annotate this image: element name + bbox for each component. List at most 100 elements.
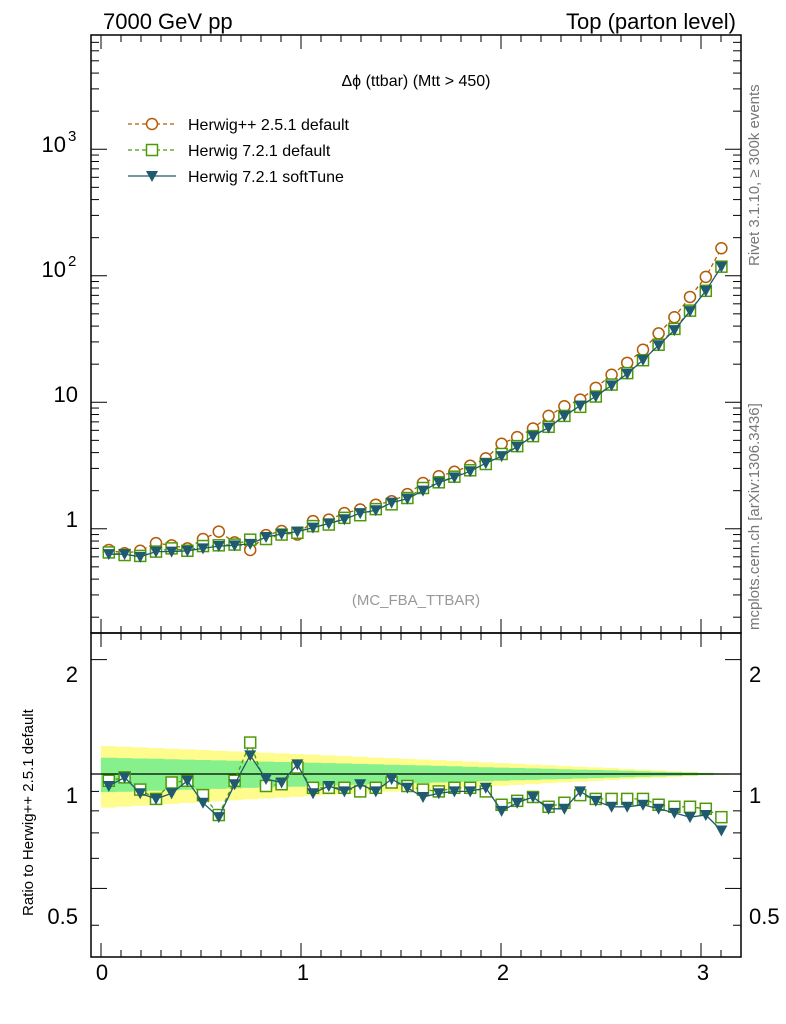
ratio-point-herwig7-softtune-30	[574, 786, 587, 798]
point-herwig7-softtune-33	[621, 368, 634, 380]
ratio-point-herwig7-softtune-17	[369, 786, 382, 798]
legend-entry-herwig7-default: Herwig 7.2.1 default	[128, 143, 331, 160]
point-herwig7-softtune-32	[605, 380, 618, 392]
series-line-herwigpp	[108, 247, 722, 554]
ratio-tick-label-right-0.5: 0.5	[749, 904, 780, 929]
ratio-point-herwig7-softtune-38	[699, 810, 712, 822]
legend-marker-herwig7-softtune	[146, 171, 158, 182]
ratio-point-herwig7-softtune-27	[527, 792, 539, 804]
ratio-point-herwig7-softtune-24	[479, 782, 492, 794]
point-herwig7-softtune-6	[197, 543, 209, 555]
ratio-point-herwig7-softtune-21	[432, 788, 445, 800]
ratio-tick-label-right-2: 2	[749, 662, 761, 687]
ratio-tick-label-left-1: 1	[66, 783, 78, 808]
main-panel: 1 10 10 2 10 3 Δϕ (ttbar) (Mtt > 450) (M…	[42, 34, 742, 634]
legend: Herwig++ 2.5.1 default Herwig 7.2.1 defa…	[128, 117, 350, 186]
ratio-point-herwig7-softtune-37	[684, 812, 696, 824]
point-herwigpp-35	[652, 327, 665, 340]
point-herwig7-softtune-25	[495, 451, 508, 463]
ratio-point-herwig7-softtune-35	[652, 803, 665, 815]
point-herwig7-softtune-26	[511, 441, 524, 453]
point-herwigpp-39	[715, 241, 728, 255]
point-herwig7-softtune-28	[542, 422, 555, 434]
point-herwig7-softtune-14	[322, 518, 335, 530]
ratio-point-herwig7-softtune-0	[102, 780, 115, 792]
point-herwigpp-36	[668, 310, 681, 324]
y-tick-label-100-base: 10	[42, 257, 66, 282]
main-ticks	[91, 34, 741, 633]
ratio-point-herwig7-softtune-19	[401, 782, 414, 794]
ratio-point-herwig7-softtune-9	[244, 750, 257, 762]
ratio-point-herwig7-softtune-14	[322, 780, 335, 792]
point-herwigpp-34	[636, 343, 650, 357]
point-herwig7-softtune-15	[338, 514, 351, 526]
point-herwig7-softtune-16	[354, 508, 367, 520]
point-herwig7-softtune-38	[699, 285, 712, 297]
chart-title: Δϕ (ttbar) (Mtt > 450)	[341, 73, 490, 90]
legend-label-herwig7-default: Herwig 7.2.1 default	[188, 143, 331, 160]
ratio-point-herwig7-softtune-7	[212, 812, 225, 824]
point-herwig7-softtune-3	[150, 546, 162, 558]
ratio-point-herwig7-softtune-31	[589, 795, 602, 807]
point-herwig7-softtune-7	[212, 541, 225, 553]
point-herwig7-softtune-35	[652, 340, 665, 352]
point-herwig7-softtune-29	[558, 410, 571, 422]
ratio-point-herwig7-softtune-29	[558, 803, 571, 815]
legend-marker-herwigpp	[145, 117, 159, 131]
point-herwig7-softtune-2	[134, 551, 147, 563]
y-tick-label-100-exp: 2	[68, 253, 76, 270]
header-energy-label: 7000 GeV pp	[103, 9, 233, 34]
point-herwig7-softtune-37	[684, 306, 696, 318]
point-herwigpp-37	[683, 290, 697, 304]
ratio-point-herwig7-softtune-18	[385, 774, 398, 786]
point-herwig7-softtune-24	[479, 458, 492, 470]
header-process-label: Top (parton level)	[566, 9, 736, 34]
x-tick-label-2: 2	[497, 960, 509, 985]
y-tick-label-1000: 10	[42, 132, 66, 157]
ratio-point-herwig7-softtune-22	[448, 786, 461, 798]
ratio-point-herwig7-softtune-11	[275, 777, 288, 789]
ratio-point-herwig7-default-4	[165, 776, 178, 789]
y-tick-label-10: 10	[54, 382, 78, 407]
ratio-point-herwig7-softtune-28	[542, 803, 555, 815]
point-herwig7-softtune-4	[165, 546, 178, 558]
point-herwig7-softtune-1	[118, 549, 131, 561]
point-herwig7-softtune-22	[448, 472, 461, 484]
point-herwig7-softtune-36	[668, 325, 681, 337]
ratio-point-herwig7-softtune-23	[464, 786, 477, 798]
point-herwig7-softtune-20	[417, 485, 429, 497]
y-tick-label-1: 1	[66, 507, 78, 532]
ratio-point-herwig7-softtune-6	[197, 797, 209, 809]
ratio-point-herwig7-softtune-39	[715, 825, 728, 837]
point-herwig7-softtune-17	[369, 505, 382, 517]
y-tick-label-100: 10	[42, 257, 66, 282]
point-herwig7-softtune-9	[244, 538, 257, 550]
y-tick-label-1000-exp: 3	[68, 128, 76, 145]
ratio-point-herwig7-softtune-20	[417, 792, 429, 804]
point-herwigpp-25	[495, 437, 508, 450]
point-herwig7-softtune-10	[260, 532, 272, 544]
ratio-point-herwig7-default-9	[243, 736, 257, 749]
series-line-herwig7-default	[108, 266, 722, 557]
ratio-point-herwig7-softtune-3	[150, 793, 162, 805]
ratio-point-herwig7-softtune-1	[118, 772, 131, 784]
ratio-point-herwig7-softtune-33	[621, 801, 634, 813]
point-herwigpp-28	[542, 409, 555, 423]
ratio-y-axis-label: Ratio to Herwig++ 2.5.1 default	[20, 709, 37, 916]
ratio-point-herwig7-softtune-12	[291, 759, 304, 771]
point-herwig7-softtune-18	[385, 497, 398, 509]
point-herwigpp-33	[620, 356, 634, 370]
mcplots-label: mcplots.cern.ch [arXiv:1306.3436]	[746, 403, 763, 630]
ratio-point-herwig7-softtune-13	[307, 788, 319, 800]
point-herwigpp-7	[212, 525, 226, 538]
legend-entry-herwigpp: Herwig++ 2.5.1 default	[128, 117, 350, 134]
point-herwig7-softtune-31	[589, 391, 602, 403]
ratio-frame	[90, 632, 742, 958]
ratio-point-herwig7-softtune-36	[668, 807, 681, 819]
legend-label-herwig7-softtune: Herwig 7.2.1 softTune	[188, 169, 344, 186]
chart-subtitle: (MC_FBA_TTBAR)	[352, 592, 480, 609]
ratio-point-herwig7-softtune-32	[605, 801, 618, 813]
ratio-line-herwig7-default	[108, 740, 722, 818]
ratio-tick-label-right-1: 1	[749, 783, 761, 808]
ratio-point-herwig7-softtune-34	[637, 799, 649, 811]
